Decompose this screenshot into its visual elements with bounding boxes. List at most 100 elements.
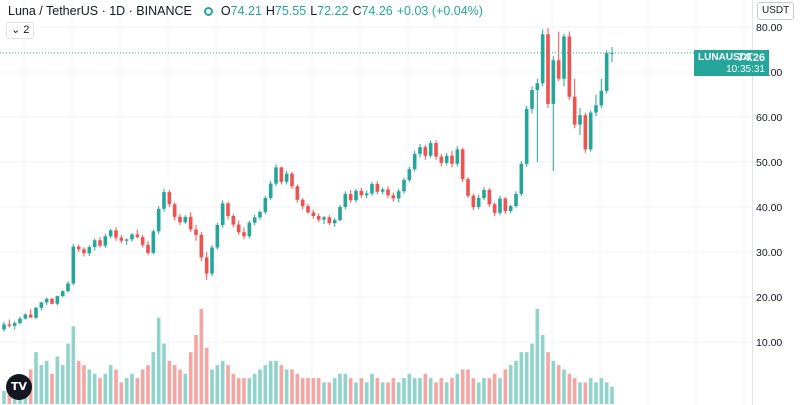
- volume-bar: [55, 356, 60, 404]
- volume-bar: [236, 378, 241, 404]
- candle-body: [263, 198, 268, 212]
- candle-body: [60, 291, 65, 297]
- ohlc-high: H75.55: [265, 4, 307, 18]
- volume-bar: [114, 369, 118, 404]
- candle-body: [514, 193, 518, 207]
- volume-bar: [359, 378, 364, 404]
- candle-body: [354, 190, 358, 201]
- candle-body: [508, 206, 513, 212]
- volume-bar: [119, 382, 124, 404]
- volume-bar: [364, 382, 369, 404]
- candle-body: [188, 216, 193, 230]
- market-status-icon: [203, 6, 213, 16]
- currency-badge[interactable]: USDT: [757, 2, 795, 20]
- ohlc-open: O74.21: [220, 4, 262, 18]
- tradingview-logo-icon[interactable]: TV: [6, 374, 32, 400]
- volume-bar: [204, 347, 209, 404]
- symbol-title[interactable]: Luna / TetherUS · 1D · BINANCE: [8, 4, 192, 18]
- candle-body: [300, 199, 305, 207]
- volume-bar: [476, 382, 481, 404]
- volume-bar: [50, 373, 54, 404]
- volume-bar: [423, 373, 428, 404]
- volume-bar: [332, 378, 337, 404]
- candle-body: [2, 324, 6, 330]
- volume-bar: [295, 373, 300, 404]
- candle-body: [322, 217, 326, 220]
- y-tick-label: 60.00: [756, 112, 782, 124]
- candle-body: [279, 167, 284, 182]
- volume-bar: [386, 382, 390, 404]
- candle-body: [540, 34, 545, 84]
- candle-body: [247, 222, 252, 237]
- candle-body: [530, 90, 534, 109]
- candle-body: [316, 216, 321, 220]
- candle-body: [236, 224, 241, 233]
- candle-body: [210, 247, 214, 274]
- candle-body: [588, 112, 593, 150]
- volume-bar: [498, 378, 502, 404]
- candle-body: [50, 298, 54, 304]
- candle-body: [370, 184, 374, 194]
- volume-bar: [140, 369, 145, 404]
- ohlc-close: C74.26: [352, 4, 393, 18]
- volume-bar: [503, 369, 508, 404]
- candle-body: [434, 143, 438, 157]
- volume-bar: [562, 369, 566, 404]
- volume-bar: [44, 360, 49, 404]
- candle-body: [183, 216, 188, 223]
- y-tick-label: 80.00: [756, 22, 782, 34]
- volume-bar: [519, 352, 524, 404]
- candle-body: [295, 186, 300, 200]
- volume-bar: [130, 373, 134, 404]
- volume-bar: [578, 382, 582, 404]
- volume-bar: [162, 343, 166, 404]
- bar-countdown: 10:35:31: [726, 64, 765, 75]
- volume-bar: [471, 378, 476, 404]
- candle-body: [327, 217, 332, 224]
- volume-bar: [402, 378, 406, 404]
- candle-body: [311, 212, 316, 216]
- y-tick-label: 40.00: [756, 202, 782, 214]
- candle-body: [172, 204, 177, 217]
- candle-body: [23, 314, 28, 319]
- candle-body: [252, 217, 257, 223]
- volume-bar: [306, 378, 310, 404]
- candle-body: [135, 234, 140, 238]
- last-price-symbol: LUNAUSDT: [698, 52, 753, 63]
- indicator-toggle-button[interactable]: ⌄ 2: [6, 22, 35, 39]
- candle-body: [412, 153, 417, 170]
- volume-bar: [428, 378, 433, 404]
- candle-body: [274, 167, 278, 184]
- candle-body: [98, 240, 102, 246]
- candle-body: [258, 211, 262, 218]
- volume-bar: [103, 373, 108, 404]
- volume-bar: [82, 365, 86, 404]
- volume-bar: [375, 378, 380, 404]
- volume-bar: [572, 378, 577, 404]
- volume-bar: [604, 382, 609, 404]
- volume-bar: [98, 378, 102, 404]
- volume-bar: [311, 378, 316, 404]
- candle-body: [455, 149, 460, 164]
- candle-body: [156, 208, 161, 232]
- candle-body: [55, 296, 60, 304]
- candle-body: [439, 156, 444, 163]
- volume-bar: [135, 378, 140, 404]
- volume-bar: [231, 373, 236, 404]
- volume-bar: [199, 309, 204, 404]
- candle-body: [114, 230, 118, 238]
- volume-bar: [551, 360, 556, 404]
- candle-body: [407, 169, 412, 180]
- volume-bar: [434, 382, 438, 404]
- candle-body: [76, 246, 81, 250]
- volume-bar: [540, 334, 545, 404]
- volume-bar: [450, 378, 454, 404]
- candle-body: [562, 36, 566, 79]
- candle-body: [466, 179, 470, 196]
- candle-body: [332, 220, 337, 224]
- candle-body: [226, 203, 230, 216]
- volume-bar: [380, 382, 385, 404]
- candle-body: [39, 302, 44, 308]
- volume-bar: [348, 378, 353, 404]
